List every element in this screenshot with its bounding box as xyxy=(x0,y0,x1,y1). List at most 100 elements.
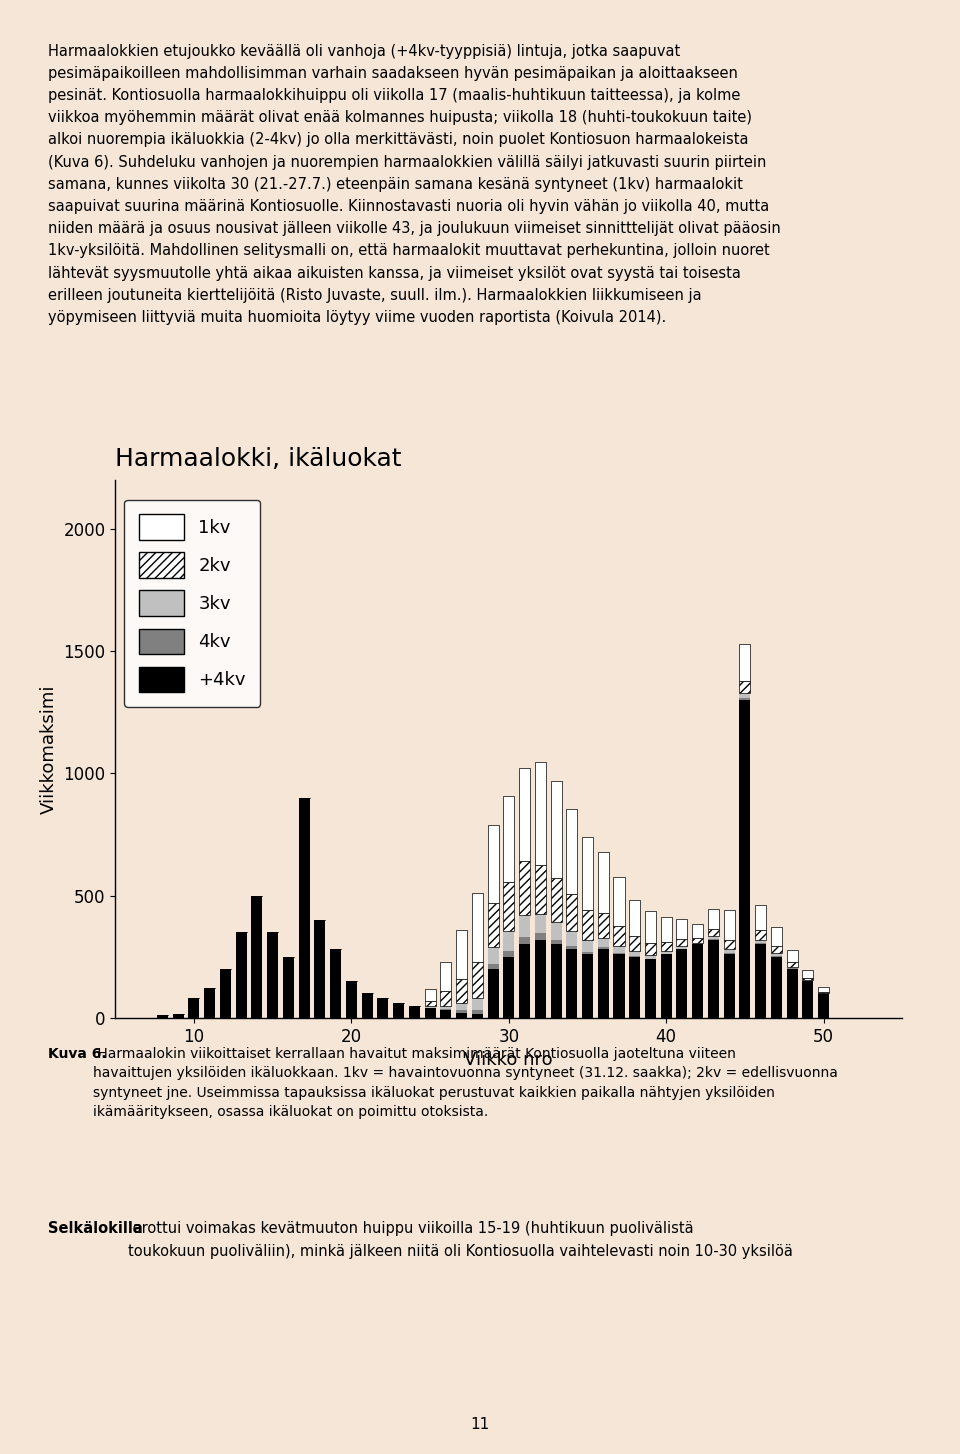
Bar xyxy=(786,963,798,967)
Bar xyxy=(314,920,325,1018)
Bar xyxy=(566,931,577,945)
Bar xyxy=(803,977,813,980)
Bar xyxy=(535,865,546,915)
Bar xyxy=(456,1013,468,1018)
Bar xyxy=(441,1006,451,1009)
Text: erottui voimakas kevätmuuton huippu viikoilla 15-19 (huhtikuun puolivälistä
touk: erottui voimakas kevätmuuton huippu viik… xyxy=(129,1221,793,1259)
Bar xyxy=(519,945,530,1018)
Bar xyxy=(456,979,468,1003)
Bar xyxy=(692,923,704,938)
Bar xyxy=(598,938,609,948)
Bar xyxy=(724,949,734,952)
Bar xyxy=(204,989,215,1018)
Bar xyxy=(629,957,640,1018)
Bar xyxy=(771,947,782,954)
Bar xyxy=(456,1003,468,1011)
Bar xyxy=(267,932,278,1018)
Bar xyxy=(299,798,310,1018)
Bar xyxy=(771,954,782,955)
Bar xyxy=(173,1013,183,1018)
Bar xyxy=(708,909,719,929)
Bar xyxy=(503,797,515,883)
Bar xyxy=(519,768,530,861)
Text: Harmaalokkien etujoukko keväällä oli vanhoja (+4kv-tyyppisiä) lintuja, jotka saa: Harmaalokkien etujoukko keväällä oli van… xyxy=(48,44,780,326)
Bar xyxy=(645,955,656,958)
Bar xyxy=(677,939,687,947)
Bar xyxy=(424,1002,436,1006)
Bar xyxy=(613,945,625,952)
Bar xyxy=(488,824,498,903)
Bar xyxy=(598,913,609,938)
Bar xyxy=(235,932,247,1018)
Legend: 1kv, 2kv, 3kv, 4kv, +4kv: 1kv, 2kv, 3kv, 4kv, +4kv xyxy=(124,500,260,707)
Bar xyxy=(613,954,625,1018)
Bar xyxy=(645,912,656,942)
Bar xyxy=(692,938,704,944)
Bar xyxy=(739,680,751,694)
Text: Harmaalokin viikoittaiset kerrallaan havaitut maksimimäärät Kontiosuolla jaotelt: Harmaalokin viikoittaiset kerrallaan hav… xyxy=(93,1047,838,1120)
Bar xyxy=(598,852,609,913)
Bar xyxy=(582,939,593,952)
Bar xyxy=(692,945,704,1018)
Bar xyxy=(535,939,546,1018)
Bar xyxy=(471,1011,483,1013)
Bar xyxy=(519,861,530,915)
Bar xyxy=(519,915,530,938)
Bar xyxy=(424,989,436,1002)
Bar xyxy=(488,968,498,1018)
Text: Harmaalokki, ikäluokat: Harmaalokki, ikäluokat xyxy=(115,446,401,471)
Text: Kuva 6.: Kuva 6. xyxy=(48,1047,107,1061)
Bar xyxy=(756,945,766,1018)
Bar xyxy=(724,939,734,949)
Bar xyxy=(456,929,468,979)
Bar xyxy=(786,949,798,963)
X-axis label: Viikko nro: Viikko nro xyxy=(465,1051,553,1069)
Bar xyxy=(566,945,577,949)
Bar xyxy=(441,992,451,1006)
Bar xyxy=(503,883,515,931)
Bar xyxy=(488,947,498,964)
Bar xyxy=(441,961,451,992)
Bar xyxy=(771,957,782,1018)
Bar xyxy=(471,893,483,961)
Bar xyxy=(629,900,640,936)
Bar xyxy=(756,906,766,929)
Bar xyxy=(786,968,798,1018)
Bar xyxy=(156,1015,168,1018)
Bar xyxy=(362,993,372,1018)
Bar xyxy=(613,877,625,926)
Bar xyxy=(471,999,483,1011)
Bar xyxy=(629,951,640,955)
Bar xyxy=(756,929,766,939)
Bar xyxy=(252,896,262,1018)
Bar xyxy=(582,954,593,1018)
Bar xyxy=(488,903,498,947)
Bar xyxy=(660,942,672,951)
Bar xyxy=(598,949,609,1018)
Bar xyxy=(708,936,719,939)
Bar xyxy=(677,947,687,949)
Bar xyxy=(739,694,751,698)
Bar xyxy=(503,951,515,957)
Bar xyxy=(550,922,562,939)
Bar xyxy=(660,951,672,954)
Bar xyxy=(613,926,625,945)
Bar xyxy=(818,987,829,992)
Bar xyxy=(803,981,813,1018)
Bar xyxy=(598,948,609,949)
Bar xyxy=(409,1006,420,1018)
Bar xyxy=(550,878,562,922)
Bar xyxy=(566,894,577,931)
Bar xyxy=(660,917,672,942)
Text: 11: 11 xyxy=(470,1418,490,1432)
Bar xyxy=(441,1011,451,1018)
Bar xyxy=(803,970,813,977)
Bar xyxy=(550,939,562,945)
Bar xyxy=(330,949,341,1018)
Bar xyxy=(566,949,577,1018)
Bar xyxy=(535,762,546,865)
Bar xyxy=(818,993,829,1018)
Bar xyxy=(708,929,719,936)
Bar xyxy=(377,999,389,1018)
Bar xyxy=(566,808,577,894)
